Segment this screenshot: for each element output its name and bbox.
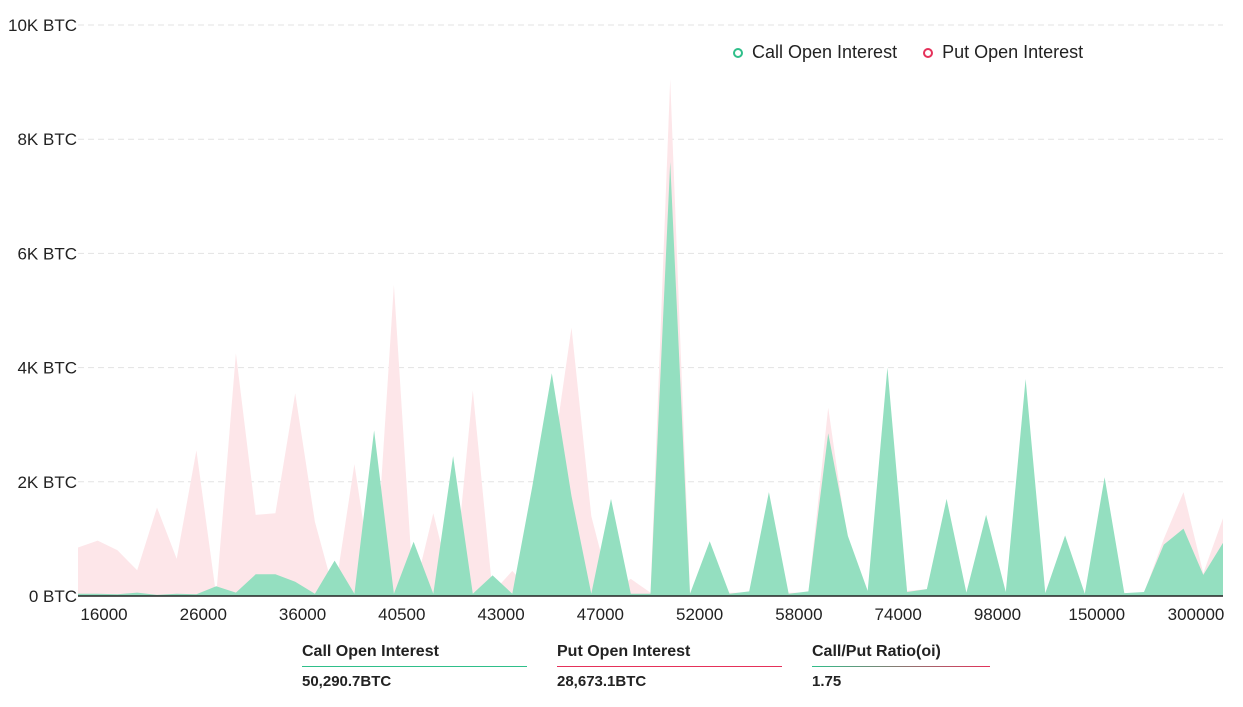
y-tick-label: 10K BTC	[8, 16, 77, 35]
put-oi-stat: Put Open Interest 28,673.1BTC	[557, 643, 782, 690]
call-oi-stat-label: Call Open Interest	[302, 643, 527, 667]
x-tick-label: 52000	[676, 605, 723, 624]
x-tick-label: 47000	[577, 605, 624, 624]
call-legend-marker-icon	[733, 47, 743, 58]
legend-call-label: Call Open Interest	[752, 42, 898, 62]
chart-legend: Call Open Interest Put Open Interest	[733, 42, 1083, 63]
call-open-interest-area	[78, 162, 1223, 596]
legend-put[interactable]: Put Open Interest	[923, 42, 1083, 63]
ratio-stat-value: 1.75	[812, 673, 842, 690]
x-tick-label: 26000	[180, 605, 227, 624]
y-gridlines	[78, 24, 1223, 483]
x-tick-label: 58000	[775, 605, 822, 624]
put-legend-marker-icon	[923, 47, 934, 58]
ratio-stat-label: Call/Put Ratio(oi)	[812, 643, 990, 667]
legend-call[interactable]: Call Open Interest	[733, 42, 897, 63]
x-tick-label: 74000	[875, 605, 922, 624]
x-tick-label: 40500	[378, 605, 425, 624]
call-oi-stat: Call Open Interest 50,290.7BTC	[302, 643, 527, 690]
x-tick-label: 16000	[80, 605, 127, 624]
put-open-interest-area	[78, 79, 1223, 596]
x-axis-ticks: 16000 26000 36000 40500 43000 47000 52000 58000…	[80, 605, 1224, 624]
y-tick-label: 2K BTC	[17, 473, 77, 492]
call-oi-stat-value: 50,290.7BTC	[302, 673, 392, 690]
x-tick-label: 36000	[279, 605, 326, 624]
put-oi-stat-label: Put Open Interest	[557, 643, 782, 667]
put-oi-stat-value: 28,673.1BTC	[557, 673, 647, 690]
summary-stats: Call Open Interest 50,290.7BTC Put Open …	[302, 643, 1020, 690]
y-tick-label: 6K BTC	[17, 244, 77, 263]
y-tick-label: 0 BTC	[29, 587, 77, 606]
x-tick-label: 300000	[1168, 605, 1225, 624]
ratio-stat: Call/Put Ratio(oi) 1.75	[812, 643, 990, 690]
legend-put-label: Put Open Interest	[942, 42, 1084, 62]
y-axis-ticks: 0 BTC 2K BTC 4K BTC 6K BTC 8K BTC 10K BTC	[8, 16, 77, 606]
oi-area-chart: 0 BTC 2K BTC 4K BTC 6K BTC 8K BTC 10K BTC 160…	[8, 16, 1224, 624]
x-tick-label: 150000	[1068, 605, 1125, 624]
y-tick-label: 8K BTC	[17, 130, 77, 149]
y-tick-label: 4K BTC	[17, 359, 77, 378]
x-tick-label: 98000	[974, 605, 1021, 624]
x-tick-label: 43000	[477, 605, 524, 624]
